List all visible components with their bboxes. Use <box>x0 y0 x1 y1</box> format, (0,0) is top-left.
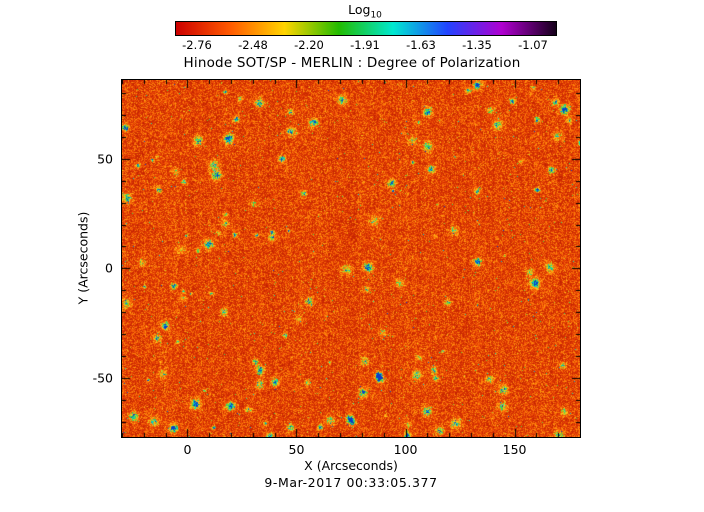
colorbar-tick-label: -1.35 <box>462 38 492 52</box>
colorbar-tick-label: -2.76 <box>182 38 212 52</box>
y-tick-label: 50 <box>97 151 113 167</box>
colorbar-tick-label: -1.07 <box>518 38 548 52</box>
y-axis-label: Y (Arcseconds) <box>75 211 91 305</box>
colorbar-title-sub: 10 <box>370 10 382 21</box>
colorbar-tick-label: -1.63 <box>406 38 436 52</box>
colorbar-gradient <box>175 21 557 36</box>
y-tick-label: -50 <box>92 370 113 386</box>
plot-title: Hinode SOT/SP - MERLIN : Degree of Polar… <box>183 55 521 71</box>
colorbar-tick-label: -1.91 <box>350 38 380 52</box>
x-axis-label: X (Arcseconds) <box>304 458 398 473</box>
colorbar-tick-label: -2.20 <box>294 38 324 52</box>
polarization-map <box>122 80 580 437</box>
x-tick-label: 50 <box>288 442 305 457</box>
x-tick-label: 0 <box>183 442 192 457</box>
colorbar-title: Log10 <box>175 2 555 21</box>
colorbar-tick-label: -2.48 <box>238 38 268 52</box>
y-tick-label: 0 <box>105 260 113 276</box>
x-tick-label: 100 <box>393 442 418 457</box>
colorbar-title-base: Log <box>348 2 371 17</box>
plot-frame <box>121 79 581 438</box>
x-tick-label: 150 <box>502 442 527 457</box>
timestamp: 9-Mar-2017 00:33:05.377 <box>264 475 438 490</box>
